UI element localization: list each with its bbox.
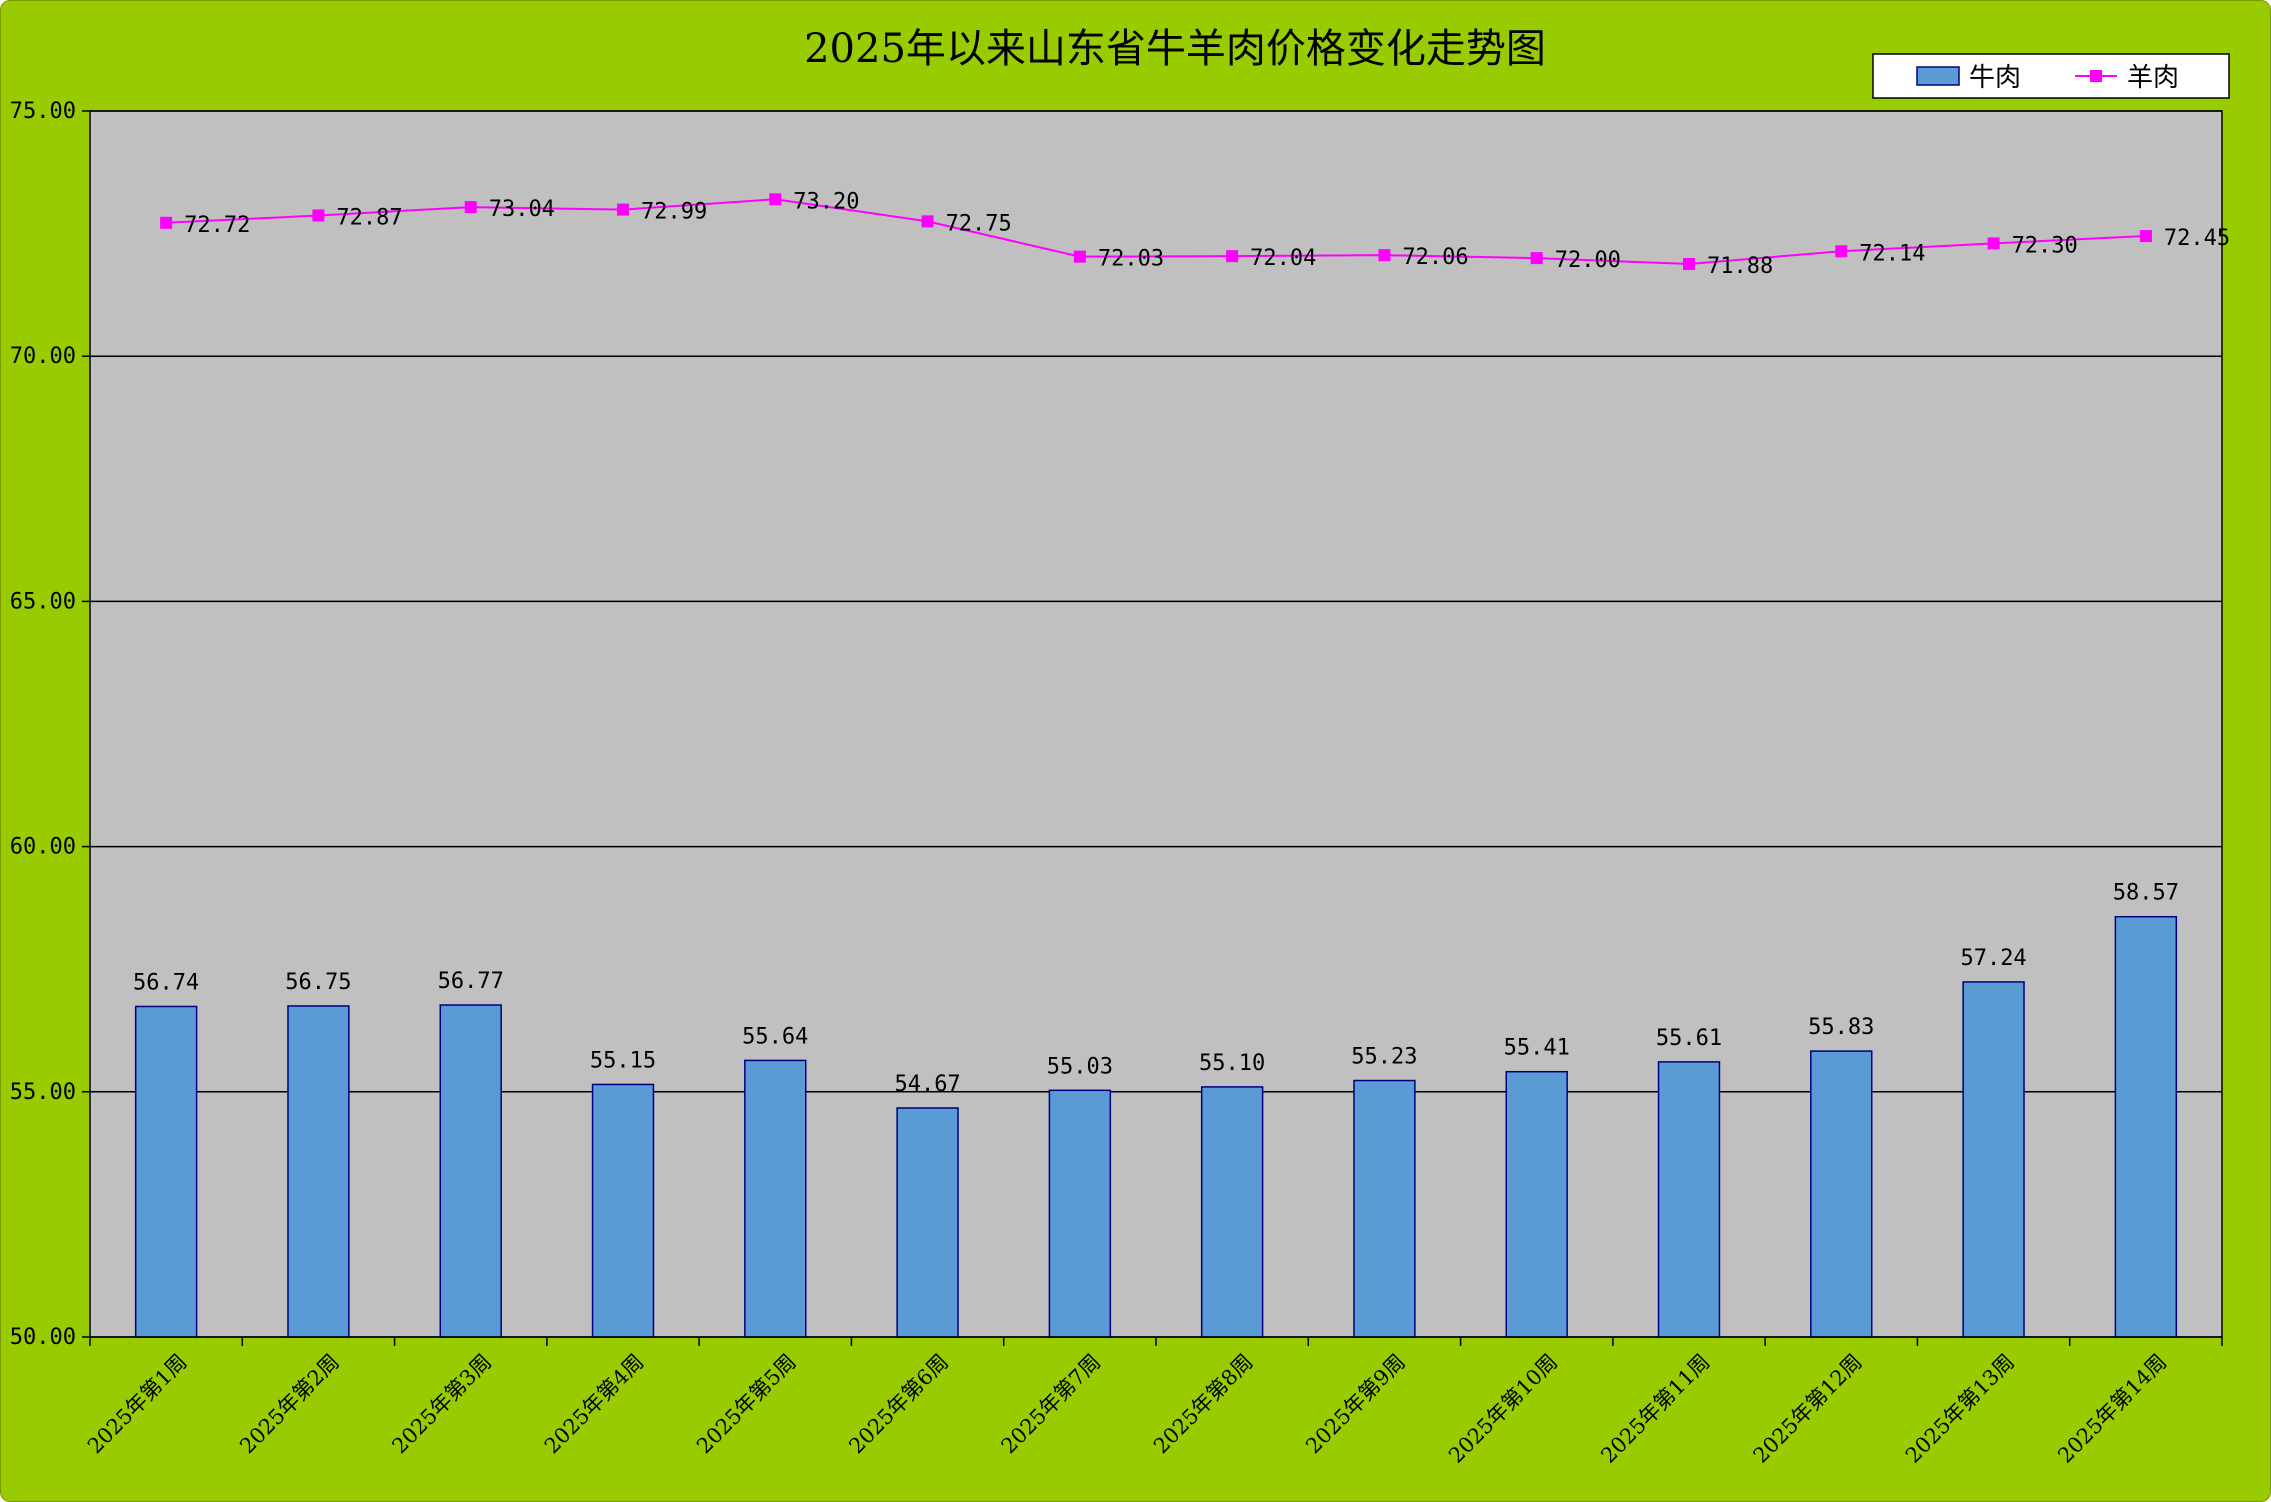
- x-category-label: 2025年第6周: [844, 1350, 953, 1459]
- line-marker: [2139, 230, 2152, 243]
- x-category-label: 2025年第10周: [1444, 1350, 1562, 1468]
- legend: 牛肉 羊肉: [1872, 53, 2230, 99]
- line-value-label: 72.72: [184, 213, 250, 238]
- chart-title: 2025年以来山东省牛羊肉价格变化走势图: [804, 26, 1546, 72]
- line-marker: [617, 203, 629, 216]
- line-marker: [921, 215, 934, 228]
- x-category-label: 2025年第14周: [2053, 1350, 2171, 1468]
- bar: [1657, 1061, 1721, 1338]
- x-category-label: 2025年第3周: [387, 1350, 496, 1459]
- line-value-label: 72.06: [1402, 245, 1468, 270]
- bar: [744, 1059, 807, 1338]
- line-value-label: 72.75: [946, 211, 1012, 236]
- x-category-label: 2025年第5周: [692, 1350, 801, 1459]
- bar: [1962, 981, 2025, 1338]
- bar-value-label: 56.75: [285, 970, 351, 995]
- bar: [1353, 1079, 1416, 1338]
- bar-value-label: 55.03: [1047, 1054, 1113, 1079]
- x-category-label: 2025年第7周: [997, 1350, 1106, 1459]
- bar-value-label: 55.23: [1351, 1045, 1417, 1070]
- bar: [2114, 915, 2178, 1338]
- x-category-label: 2025年第11周: [1596, 1350, 1714, 1468]
- bar-value-label: 55.41: [1504, 1036, 1570, 1061]
- line-value-label: 72.00: [1555, 248, 1621, 273]
- y-tick-label: 55.00: [10, 1080, 76, 1105]
- x-category-label: 2025年第9周: [1301, 1350, 1410, 1459]
- legend-line-marker: [2090, 70, 2102, 82]
- y-tick-label: 60.00: [10, 835, 76, 860]
- bar: [1200, 1086, 1264, 1338]
- line-value-label: 73.04: [489, 197, 555, 222]
- bar-value-label: 55.15: [590, 1048, 656, 1073]
- line-marker: [160, 216, 173, 229]
- x-category-label: 2025年第12周: [1749, 1350, 1867, 1468]
- bar: [287, 1005, 350, 1338]
- y-tick-label: 50.00: [10, 1325, 76, 1350]
- bar-value-label: 58.57: [2113, 881, 2179, 906]
- line-value-label: 72.30: [2012, 233, 2078, 258]
- x-category-label: 2025年第4周: [540, 1350, 649, 1459]
- line-marker: [1073, 250, 1086, 263]
- bar: [1505, 1070, 1568, 1338]
- line-value-label: 72.04: [1250, 246, 1316, 271]
- legend-label: 羊肉: [2127, 63, 2179, 93]
- bar: [896, 1107, 959, 1338]
- line-marker: [1987, 237, 2000, 250]
- bar: [1048, 1089, 1112, 1338]
- line-value-label: 72.14: [1859, 241, 1925, 266]
- bar-value-label: 55.10: [1199, 1051, 1265, 1076]
- line-value-label: 72.45: [2164, 226, 2230, 251]
- legend-bar-swatch: [1916, 66, 1960, 86]
- bar-value-label: 55.64: [742, 1024, 808, 1049]
- bar-value-label: 55.61: [1656, 1026, 1722, 1051]
- plot-background: [90, 111, 2222, 1337]
- legend-box: [1872, 53, 2230, 99]
- legend-label: 牛肉: [1969, 63, 2021, 93]
- bar-value-label: 57.24: [1960, 946, 2026, 971]
- x-category-label: 2025年第2周: [235, 1350, 344, 1459]
- bar: [591, 1083, 655, 1338]
- x-category-label: 2025年第13周: [1901, 1350, 2019, 1468]
- plot-area: 50.00 55.00 60.00 65.00 70.00 75.00 56.74 56.75…: [10, 99, 2230, 1468]
- y-tick-label: 70.00: [10, 344, 76, 369]
- plot-border: [89, 110, 2223, 1338]
- line-value-label: 72.87: [336, 205, 402, 230]
- line-marker: [769, 193, 782, 206]
- line-marker: [1378, 249, 1391, 262]
- bar: [439, 1004, 502, 1338]
- bar-value-label: 54.67: [894, 1072, 960, 1097]
- y-tick-label: 65.00: [10, 589, 76, 614]
- bar-value-label: 56.77: [438, 969, 504, 994]
- line-marker: [464, 201, 477, 214]
- line-value-label: 72.99: [641, 200, 707, 225]
- x-category-label: 2025年第8周: [1149, 1350, 1258, 1459]
- line-marker: [1683, 258, 1695, 271]
- bar-value-label: 55.83: [1808, 1015, 1874, 1040]
- bar: [1810, 1050, 1873, 1338]
- bar: [134, 1005, 198, 1338]
- bar-value-label: 56.74: [133, 970, 199, 995]
- x-category-label: 2025年第1周: [83, 1350, 192, 1459]
- line-marker: [1530, 252, 1543, 265]
- line-marker: [1226, 250, 1239, 263]
- line-marker: [312, 209, 325, 222]
- line-value-label: 72.03: [1098, 247, 1164, 272]
- line-value-label: 73.20: [793, 189, 859, 214]
- line-series: [166, 198, 2146, 266]
- line-value-label: 71.88: [1707, 254, 1773, 279]
- line-marker: [1835, 245, 1848, 258]
- y-tick-label: 75.00: [10, 99, 76, 124]
